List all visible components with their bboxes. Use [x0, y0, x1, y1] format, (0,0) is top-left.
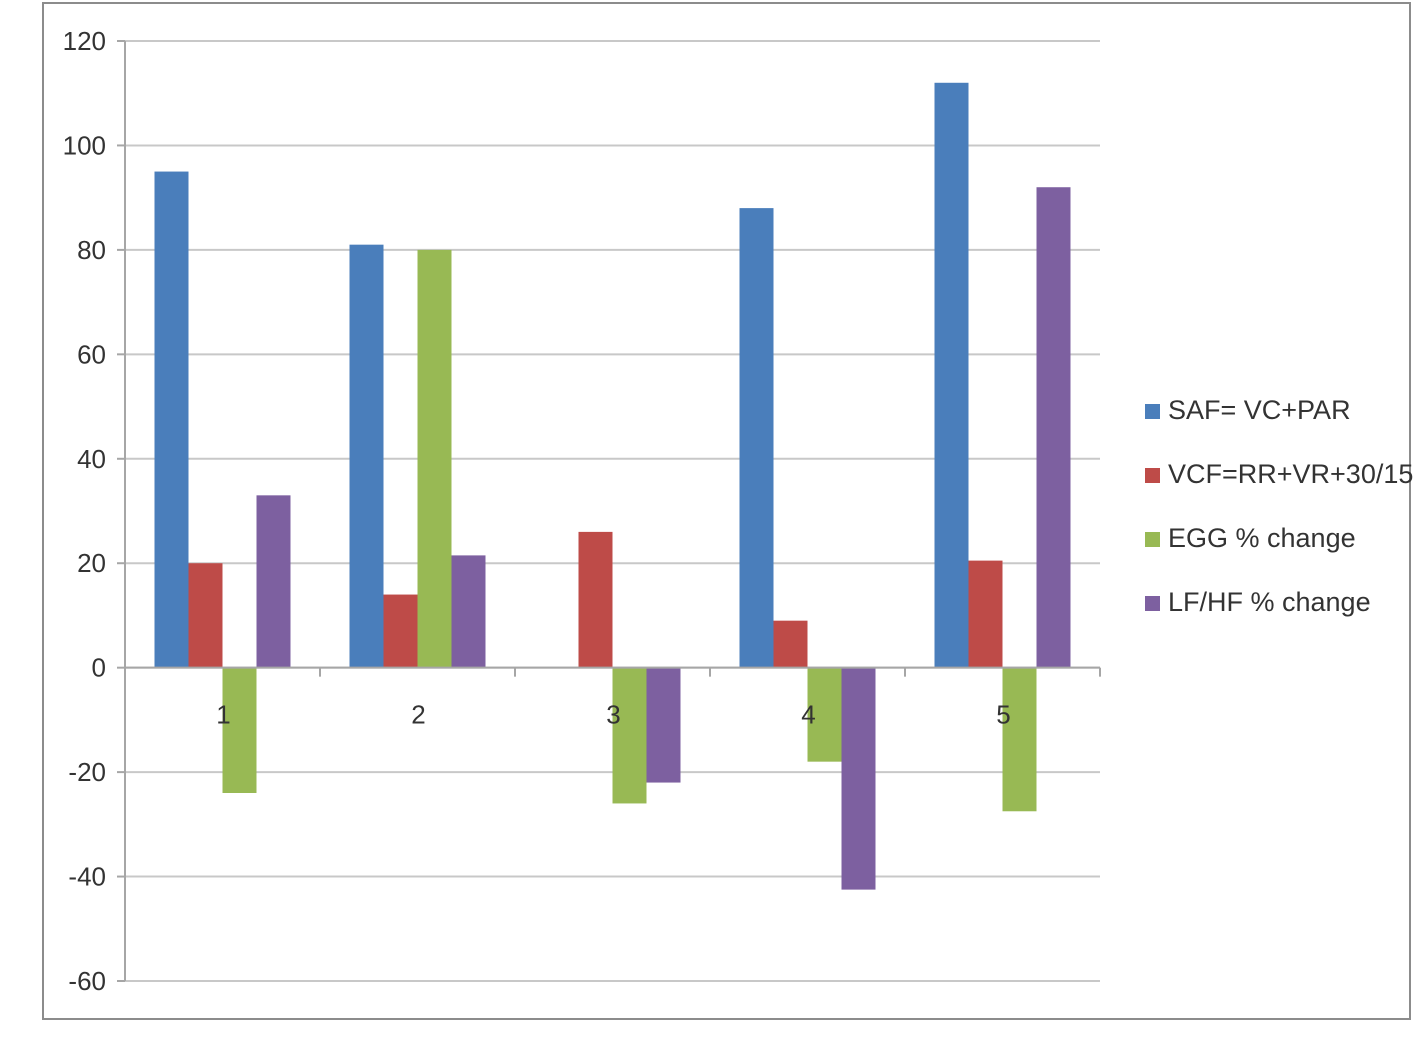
- x-axis: 1 2 3 4 5: [124, 666, 1101, 730]
- bar-series-2-cat-4: [773, 620, 808, 668]
- x-category-label: 4: [801, 700, 815, 730]
- bar-series-3-cat-5: [1002, 667, 1037, 812]
- bar-series-1-cat-4: [739, 208, 774, 668]
- y-tick-label: -20: [68, 757, 106, 787]
- legend-swatch: [1145, 468, 1160, 483]
- bar-series-4-cat-1: [256, 495, 291, 668]
- y-tick-label: 40: [77, 444, 106, 474]
- x-category-label: 3: [606, 700, 620, 730]
- y-tick-label: 20: [77, 548, 106, 578]
- legend-swatch: [1145, 532, 1160, 547]
- legend-swatch: [1145, 596, 1160, 611]
- y-axis: 120 100 80 60 40 20 0 -20 -40 -60: [63, 26, 126, 996]
- legend-label: SAF= VC+PAR: [1168, 395, 1351, 425]
- bar-series-2-cat-3: [578, 531, 613, 668]
- y-tick-label: 100: [63, 130, 106, 160]
- y-tick-label: 80: [77, 235, 106, 265]
- legend-swatch: [1145, 404, 1160, 419]
- bar-series-1-cat-5: [934, 82, 969, 668]
- bar-series-2-cat-5: [968, 560, 1003, 668]
- y-tick-label: -60: [68, 966, 106, 996]
- y-tick-label: 0: [92, 653, 106, 683]
- x-category-label: 1: [216, 700, 230, 730]
- legend-label: VCF=RR+VR+30/15: [1168, 459, 1413, 489]
- legend-label: LF/HF % change: [1168, 587, 1371, 617]
- legend-label: EGG % change: [1168, 523, 1356, 553]
- bar-series-3-cat-2: [417, 249, 452, 668]
- bar-series-3-cat-4: [807, 667, 842, 762]
- x-category-label: 5: [996, 700, 1010, 730]
- bar-series-3-cat-1: [222, 667, 257, 793]
- bars: [154, 82, 1071, 890]
- bar-series-2-cat-2: [383, 594, 418, 668]
- bar-series-1-cat-2: [349, 244, 384, 668]
- y-tick-label: 120: [63, 26, 106, 56]
- bar-series-2-cat-1: [188, 563, 223, 668]
- bar-series-4-cat-4: [841, 667, 876, 890]
- legend: SAF= VC+PAR VCF=RR+VR+30/15 EGG % change LF…: [1145, 395, 1413, 617]
- bar-series-4-cat-3: [646, 667, 681, 783]
- x-category-label: 2: [411, 700, 425, 730]
- bar-series-4-cat-5: [1036, 187, 1071, 668]
- y-tick-label: 60: [77, 339, 106, 369]
- bar-series-4-cat-2: [451, 555, 486, 668]
- y-tick-label: -40: [68, 862, 106, 892]
- bar-series-3-cat-3: [612, 667, 647, 804]
- bar-series-1-cat-1: [154, 171, 189, 668]
